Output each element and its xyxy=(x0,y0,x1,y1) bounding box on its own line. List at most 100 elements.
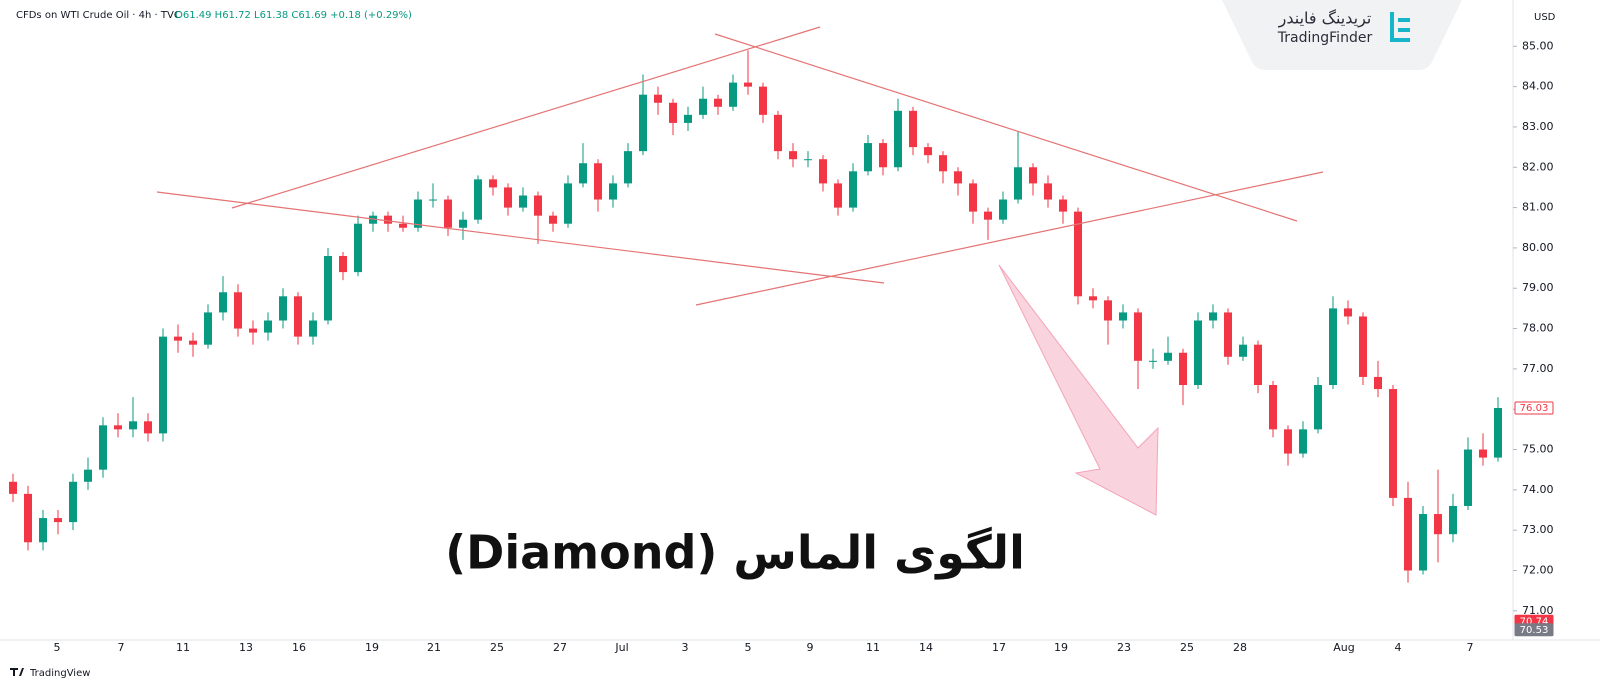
candle-body xyxy=(1329,308,1337,386)
x-tick-label: 13 xyxy=(239,641,253,654)
candle-body xyxy=(1389,389,1397,498)
candle-body xyxy=(204,312,212,345)
candle-body xyxy=(1044,183,1052,200)
candle-body xyxy=(264,320,272,333)
candle-body xyxy=(579,163,587,184)
candle-body xyxy=(564,183,572,224)
price-label: 76.03 xyxy=(1520,403,1549,414)
y-tick-label: 78.00 xyxy=(1522,322,1554,335)
candle-body xyxy=(534,195,542,216)
candle-body xyxy=(1134,312,1142,361)
currency: USD xyxy=(1534,12,1556,23)
candle-body xyxy=(819,159,827,184)
candle-body xyxy=(684,114,692,123)
price-label-box xyxy=(1514,401,1554,415)
candle-body xyxy=(354,223,362,273)
y-tick-label: 73.00 xyxy=(1522,523,1554,536)
candle-body xyxy=(459,219,467,228)
x-tick-label: Aug xyxy=(1333,641,1354,654)
y-tick-label: 81.00 xyxy=(1522,201,1554,214)
candle-body xyxy=(939,155,947,172)
candle-body xyxy=(969,183,977,212)
direction-arrow xyxy=(998,264,1159,516)
candle-body xyxy=(714,98,722,107)
candle-body xyxy=(954,171,962,184)
candle-body xyxy=(24,493,32,543)
candle-body xyxy=(1089,296,1097,301)
candle-body xyxy=(549,215,557,224)
x-tick-label: 3 xyxy=(682,641,689,654)
candle-body xyxy=(669,102,677,123)
candle-body xyxy=(114,425,122,430)
candle-body xyxy=(1359,316,1367,377)
candle-body xyxy=(444,199,452,228)
diamond-lines xyxy=(156,26,1324,306)
candle-body xyxy=(1419,514,1427,571)
platform-icon xyxy=(10,668,24,676)
x-tick-label: 5 xyxy=(54,641,61,654)
x-tick-label: 25 xyxy=(490,641,504,654)
candle-body xyxy=(699,98,707,115)
x-tick-label: 17 xyxy=(992,641,1006,654)
x-tick-label: 19 xyxy=(1054,641,1068,654)
x-tick-label: 19 xyxy=(365,641,379,654)
x-tick-label: 5 xyxy=(745,641,752,654)
candle-body xyxy=(1314,385,1322,430)
candle-body xyxy=(294,296,302,337)
y-tick-label: 77.00 xyxy=(1522,362,1554,375)
brand-icon xyxy=(1390,12,1410,42)
candle-body xyxy=(1014,167,1022,200)
candle-body xyxy=(9,481,17,494)
candle-body xyxy=(519,195,527,208)
candle-body xyxy=(1224,312,1232,357)
candle-body xyxy=(84,469,92,482)
x-tick-label: 14 xyxy=(919,641,933,654)
candle-body xyxy=(1269,385,1277,430)
candle-body xyxy=(1074,211,1082,297)
symbol: CFDs on WTI Crude Oil · 4h · TVC xyxy=(16,10,181,21)
x-tick-label: 21 xyxy=(427,641,441,654)
candle-body xyxy=(1254,344,1262,386)
candle-body xyxy=(1029,167,1037,184)
price-label: 70.74 xyxy=(1520,616,1549,627)
candle-body xyxy=(1464,449,1472,506)
candle-body xyxy=(999,199,1007,220)
y-tick-label: 84.00 xyxy=(1522,80,1554,93)
logo-badge xyxy=(1222,0,1462,70)
x-tick-label: 7 xyxy=(1467,641,1474,654)
platform: TradingView xyxy=(29,668,90,679)
candle-body xyxy=(159,336,167,434)
candle-body xyxy=(1494,407,1502,458)
candle-body xyxy=(894,110,902,168)
brand-fa: تریدینگ فایندر xyxy=(1278,9,1372,29)
candle-body xyxy=(834,183,842,208)
candle-body xyxy=(744,82,752,87)
y-tick-label: 72.00 xyxy=(1522,563,1554,576)
candle-body xyxy=(324,255,332,321)
candle-body xyxy=(774,114,782,152)
candle-body xyxy=(174,336,182,341)
y-tick-label: 71.00 xyxy=(1522,604,1554,617)
x-tick-label: 28 xyxy=(1233,641,1247,654)
candle-body xyxy=(39,518,47,543)
x-tick-label: 7 xyxy=(118,641,125,654)
candle-body xyxy=(339,255,347,273)
price-label-box xyxy=(1514,623,1554,637)
x-tick-label: 25 xyxy=(1180,641,1194,654)
candle-body xyxy=(1344,308,1352,317)
candle-body xyxy=(1059,199,1067,212)
candle-body xyxy=(414,199,422,228)
ohlc-header: O61.49 H61.72 L61.38 C61.69 +0.18 (+0.29… xyxy=(175,10,412,21)
candle-body xyxy=(489,179,497,188)
y-tick-label: 80.00 xyxy=(1522,241,1554,254)
candle-body xyxy=(654,94,662,103)
candle-body xyxy=(54,518,62,523)
y-tick-label: 83.00 xyxy=(1522,120,1554,133)
y-tick-label: 82.00 xyxy=(1522,160,1554,173)
price-axis xyxy=(1513,0,1600,640)
candle-body xyxy=(1149,360,1157,362)
candle-body xyxy=(1374,376,1382,390)
trend-line xyxy=(156,191,885,284)
candle-body xyxy=(864,143,872,172)
candle-body xyxy=(309,320,317,337)
